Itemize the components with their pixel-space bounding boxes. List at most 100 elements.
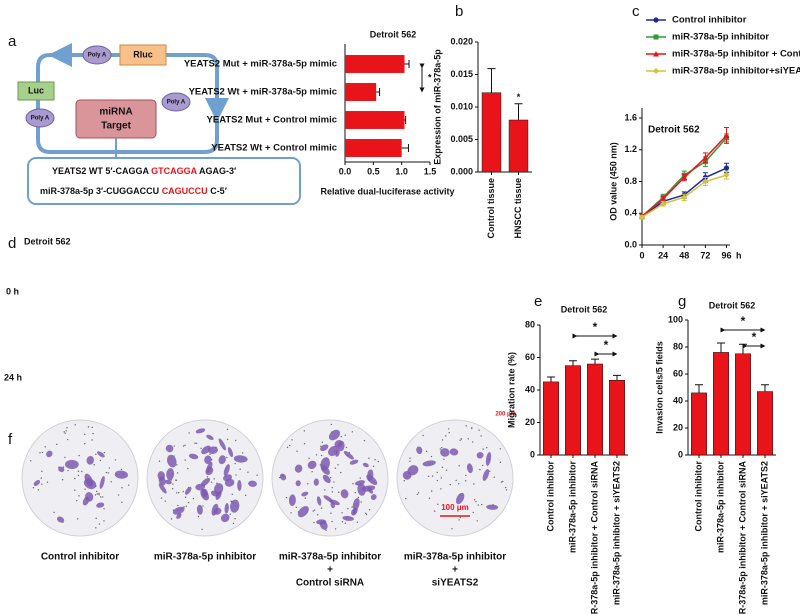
cell [323,495,333,503]
construct: Luc Rluc Poly A Poly A Poly A miRNA Targ… [17,43,301,205]
pore [458,519,460,521]
pore [331,486,333,489]
error-bar [487,68,496,93]
pore [482,448,484,450]
pore [232,522,235,525]
wt-sequence: YEATS2 WT 5′-CAGGA GTCAGGA AGAG-3′ [52,166,236,176]
pore [177,504,179,507]
pore [428,497,431,499]
pore [291,439,293,441]
pore [344,522,346,524]
cell [455,492,465,505]
pore [403,480,406,482]
caption: siYEATS2 [432,578,479,589]
pore [493,476,495,478]
pore [235,474,237,476]
y-tick-label: 0.4 [624,208,637,218]
pore [66,438,69,441]
pore [63,431,65,433]
bar [691,392,707,456]
pore [176,472,179,474]
category-label: YEATS2 Wt + Control mimic [211,143,337,154]
pore [437,503,439,505]
cell [200,478,211,487]
pore [471,427,473,429]
pore [304,497,306,499]
pore [226,428,229,431]
cell [320,465,330,475]
pore [409,460,411,462]
cell [200,489,210,501]
error-bar [514,103,523,120]
cell [367,469,374,481]
pore [77,474,80,477]
bar [713,352,729,456]
pore [76,518,79,520]
transwell-images: Control inhibitor miR-378a-5p inhibitor mi… [21,419,514,589]
sequence-box [27,157,301,205]
cell [340,489,349,499]
pore [87,426,90,428]
cell [440,448,450,457]
legend-marker [653,17,659,23]
cell [288,494,296,506]
pore [247,471,249,473]
pore [229,513,231,515]
cell [99,475,105,489]
pore [286,446,289,449]
y-tick-label: 0 [530,449,535,459]
pore [472,511,474,514]
y-tick-label: 0 [678,449,683,459]
y-tick-label: 0.000 [450,166,473,176]
pore [357,496,360,499]
panel-letter: d [8,235,16,252]
pore [360,501,362,503]
pore [368,457,370,459]
category-label: miR-378a-5p inhibitor [567,461,577,554]
pore [465,474,467,477]
pore [377,460,380,463]
pore [331,520,333,523]
pore [184,444,186,446]
wound-title: Detroit 562 [24,236,71,246]
y-axis-label: Invasion cells/5 fields [654,341,664,434]
cell [486,504,499,510]
pore [425,450,428,453]
pore [99,459,102,462]
cell [218,438,227,451]
pore [464,480,467,482]
pore [76,500,78,502]
poly-a-label: Poly A [31,116,50,122]
bar [735,353,751,456]
bar [543,381,559,456]
pore [473,483,475,485]
pore [173,445,175,447]
pore [499,461,502,464]
y-axis-label: OD value (450 nm) [608,142,618,221]
pore [77,470,80,472]
y-tick-label: 40 [673,395,683,405]
pore [128,484,130,486]
pore [372,465,375,467]
pore [184,459,186,461]
pore [91,439,93,441]
cell [233,455,248,463]
cell [352,507,358,515]
cell [334,440,343,448]
pore [40,477,42,479]
pore [78,454,80,457]
pore [354,491,357,494]
cell [158,483,167,494]
pore [183,506,185,508]
cell [188,453,199,460]
cell [196,504,203,515]
cell [370,494,377,501]
error-bar [404,116,407,124]
cell [297,506,309,518]
pore [175,479,178,481]
panel-letter: a [8,33,17,50]
pore [53,511,55,514]
pore [194,442,196,444]
marker [639,214,645,221]
cell [195,483,206,491]
